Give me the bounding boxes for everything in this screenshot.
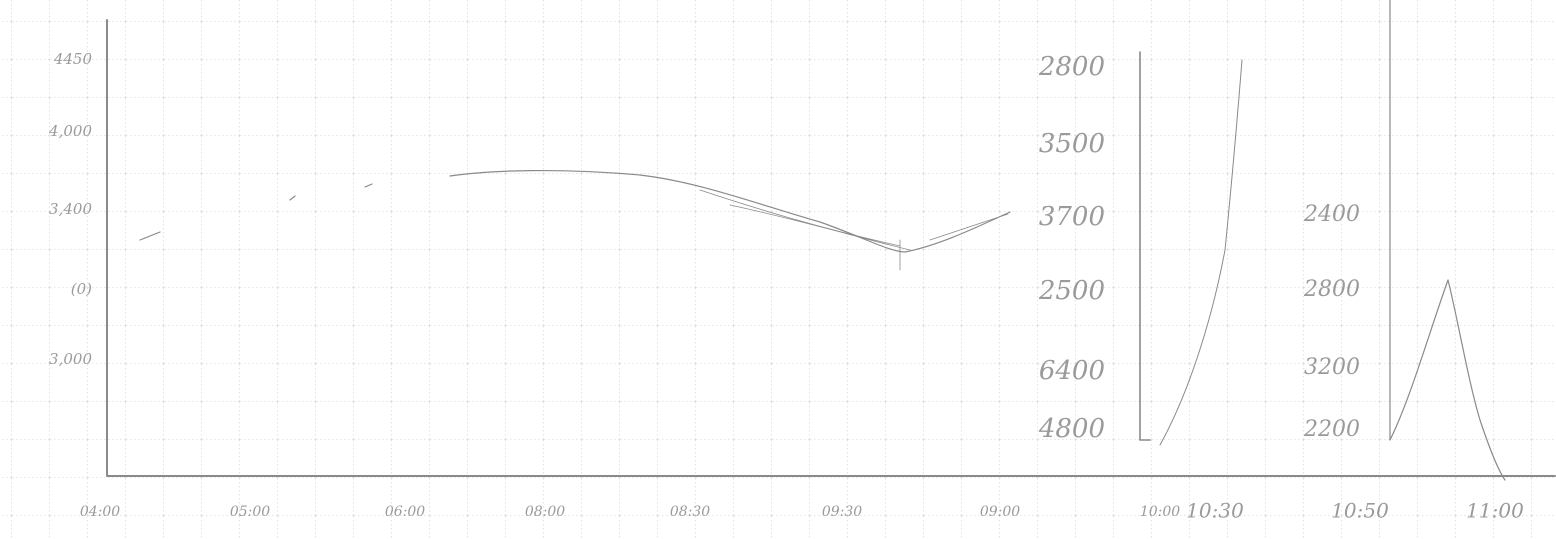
main-axes: [106, 19, 1556, 477]
bottom-axis-label: 09:30: [822, 504, 862, 520]
bottom-axis-label: 08:30: [670, 504, 710, 520]
bottom-axis-label: 11:00: [1466, 499, 1524, 523]
right-axis-label: 2200: [1303, 417, 1360, 442]
rising-curve: [1159, 59, 1243, 446]
bottom-axis-label: 06:00: [385, 504, 425, 520]
left-axis-label: 3,400: [49, 200, 92, 218]
bottom-axis-label: 10:00: [1140, 504, 1180, 520]
right-axis-label: 3200: [1304, 355, 1360, 380]
left-axis-label: 3,000: [49, 350, 92, 368]
bottom-axis-label: 09:00: [980, 504, 1020, 520]
middle-axis-label: 2800: [1038, 52, 1105, 82]
right-axis-label: 2800: [1303, 277, 1360, 302]
right-axis-label: 2400: [1303, 202, 1360, 227]
middle-axis-label: 2500: [1038, 276, 1105, 306]
middle-axis-label: 3500: [1039, 129, 1105, 159]
middle-axis-label: 3700: [1039, 202, 1105, 232]
bottom-axis-label: 08:00: [525, 504, 565, 520]
peak-curve: [1389, 279, 1506, 481]
left-axis-label: 4450: [53, 50, 93, 68]
middle-axis: [1139, 51, 1151, 441]
middle-axis-label: 6400: [1039, 356, 1105, 386]
bottom-axis-label: 10:30: [1186, 499, 1244, 523]
left-axis-label: 4,000: [48, 122, 92, 140]
left-axis-label: (0): [71, 280, 92, 298]
bottom-axis-label: 10:50: [1331, 499, 1389, 523]
middle-axis-label: 4800: [1038, 414, 1105, 444]
sketch-curve: [139, 169, 1011, 253]
sketch-hatching: [699, 189, 1009, 271]
bottom-axis-label: 04:00: [80, 504, 120, 520]
bottom-axis-label: 05:00: [230, 504, 270, 520]
